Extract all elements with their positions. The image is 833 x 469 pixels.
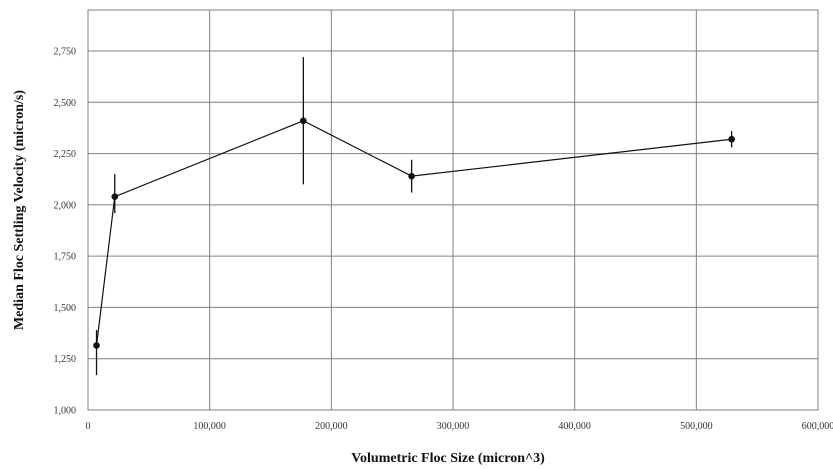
x-tick-label: 600,000 xyxy=(802,421,833,432)
y-tick-label: 1,250 xyxy=(54,354,77,365)
y-tick-label: 1,750 xyxy=(54,252,77,263)
y-tick-label: 2,750 xyxy=(54,47,77,58)
x-tick-label: 300,000 xyxy=(437,421,470,432)
x-tick-label: 400,000 xyxy=(558,421,591,432)
data-point xyxy=(408,172,415,180)
data-point xyxy=(111,193,119,200)
x-tick-label: 0 xyxy=(86,421,91,432)
y-tick-label: 2,250 xyxy=(54,149,77,160)
x-tick-labels: 0 100,000 200,000 300,000 400,000 500,000 600,… xyxy=(86,421,833,432)
y-tick-labels: 1,000 1,250 1,500 1,750 2,000 2,250 2,500 2,750 xyxy=(54,47,77,417)
data-point xyxy=(728,135,735,143)
y-tick-label: 2,000 xyxy=(54,200,77,211)
grid xyxy=(87,9,819,411)
data-point xyxy=(300,117,307,125)
x-tick-label: 500,000 xyxy=(680,421,713,432)
x-axis-title: Volumetric Floc Size (micron^3) xyxy=(351,451,545,466)
y-tick-label: 1,000 xyxy=(54,406,77,417)
y-tick-label: 1,500 xyxy=(54,303,77,314)
y-axis-title: Median Floc Settling Velocity (micron/s) xyxy=(12,90,27,330)
series-line xyxy=(95,120,732,346)
x-tick-label: 200,000 xyxy=(315,421,348,432)
data-points xyxy=(93,117,735,349)
y-tick-label: 2,500 xyxy=(54,98,77,109)
data-point xyxy=(93,342,100,349)
error-bars xyxy=(95,57,733,376)
x-tick-label: 100,000 xyxy=(193,421,226,432)
